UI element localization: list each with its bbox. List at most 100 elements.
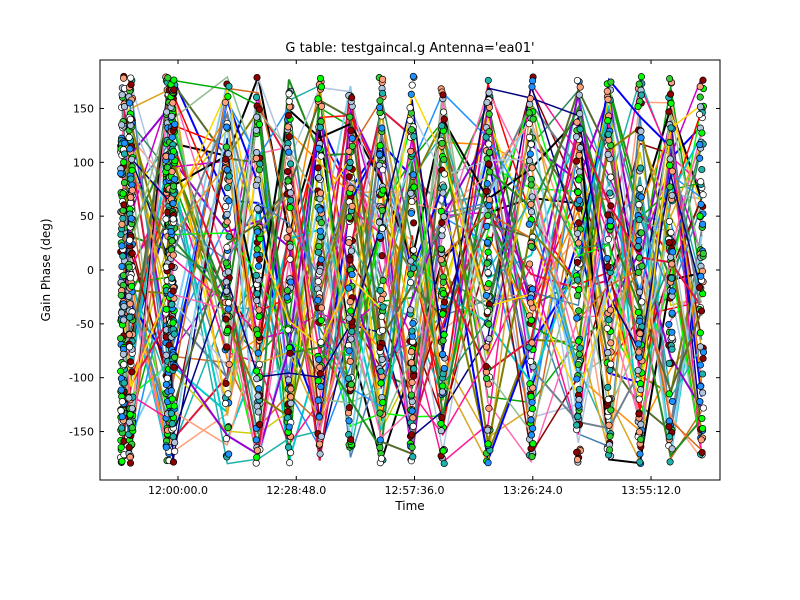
data-point <box>668 345 676 353</box>
data-point <box>527 140 535 148</box>
data-point <box>286 243 294 251</box>
data-point <box>440 213 448 221</box>
data-point <box>574 360 582 369</box>
data-point <box>573 448 581 456</box>
data-point <box>162 351 170 359</box>
data-point <box>348 142 356 150</box>
data-point <box>666 183 674 191</box>
data-point <box>126 358 134 366</box>
data-point <box>440 331 448 339</box>
data-point <box>699 424 707 433</box>
data-point <box>606 432 614 440</box>
data-point <box>406 104 414 112</box>
data-point <box>485 404 493 412</box>
data-point <box>317 432 325 441</box>
data-point <box>408 378 416 386</box>
x-tick-label: 13:55:12.0 <box>621 484 681 497</box>
data-point <box>439 189 447 197</box>
data-point <box>162 305 170 313</box>
data-point <box>638 298 646 306</box>
data-point <box>637 127 645 135</box>
data-point <box>120 360 128 369</box>
data-point <box>345 173 353 181</box>
data-point <box>348 134 356 142</box>
data-point <box>485 202 493 210</box>
data-point <box>440 155 448 164</box>
data-point <box>223 218 231 226</box>
data-point <box>439 382 447 390</box>
data-point <box>527 200 535 208</box>
data-point <box>697 307 706 315</box>
data-point <box>316 74 325 82</box>
data-point <box>607 360 615 368</box>
data-point <box>437 420 445 428</box>
data-point <box>283 286 291 295</box>
data-point <box>284 111 293 120</box>
data-point <box>637 91 645 99</box>
data-point <box>665 239 673 247</box>
data-point <box>118 457 126 465</box>
data-point <box>575 286 583 294</box>
data-point <box>317 316 325 324</box>
data-point <box>254 408 262 416</box>
data-point <box>283 293 291 301</box>
data-point <box>347 435 355 444</box>
data-point <box>346 158 354 166</box>
data-point <box>699 354 707 363</box>
data-point <box>314 277 322 286</box>
data-point <box>607 78 615 86</box>
data-point <box>408 443 416 451</box>
data-point <box>252 271 260 279</box>
data-point <box>665 320 673 328</box>
data-point <box>225 233 233 241</box>
data-point <box>485 140 493 148</box>
data-point <box>439 447 447 455</box>
data-point <box>575 239 583 247</box>
data-point <box>120 302 128 311</box>
data-point <box>482 133 490 141</box>
data-point <box>345 238 353 247</box>
data-point <box>285 97 293 105</box>
data-point <box>637 73 645 81</box>
data-point <box>407 278 415 287</box>
data-point <box>118 220 126 228</box>
data-point <box>575 151 583 159</box>
data-point <box>225 82 233 90</box>
data-point <box>668 309 676 317</box>
data-point <box>252 93 261 101</box>
data-point <box>699 404 707 412</box>
data-point <box>317 383 325 391</box>
data-point <box>484 269 492 277</box>
data-point <box>408 431 416 439</box>
data-point <box>223 123 231 131</box>
data-point <box>635 395 643 403</box>
data-point <box>345 314 353 322</box>
data-point <box>169 287 177 295</box>
data-point <box>573 456 582 464</box>
data-point <box>438 139 446 147</box>
data-point <box>527 208 536 216</box>
data-point <box>347 247 355 255</box>
data-point <box>698 165 706 174</box>
data-point <box>607 202 615 210</box>
data-point <box>483 259 491 267</box>
data-point <box>527 181 535 189</box>
data-point <box>526 150 534 158</box>
data-point <box>408 407 416 415</box>
data-point <box>527 416 535 424</box>
data-point <box>439 310 447 318</box>
data-point <box>346 298 354 306</box>
data-point <box>315 242 323 250</box>
data-point <box>316 440 324 448</box>
data-point <box>125 394 133 402</box>
data-point <box>316 227 324 235</box>
data-point <box>484 440 492 448</box>
data-point <box>696 154 704 162</box>
data-point <box>344 374 353 382</box>
data-point <box>117 407 125 415</box>
data-point <box>667 228 675 237</box>
data-point <box>117 309 126 317</box>
data-point <box>486 168 494 176</box>
data-point <box>696 141 704 149</box>
y-tick-label: 100 <box>73 156 94 169</box>
